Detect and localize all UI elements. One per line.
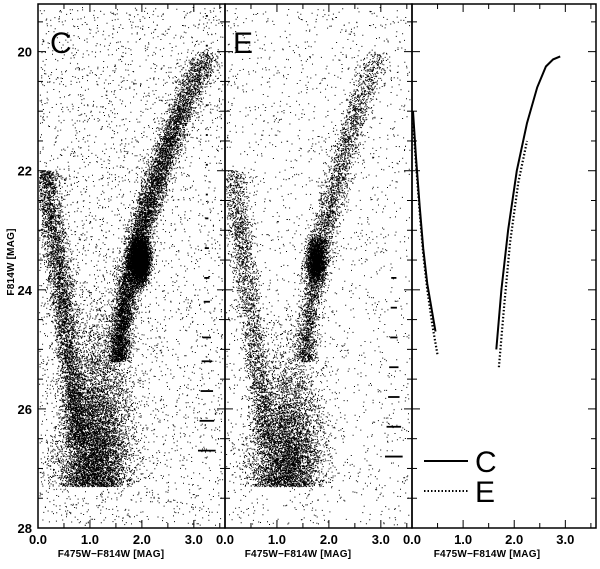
x-tick-label-panel-e: 3.0 [372,532,390,547]
x-tick-label-panel-c: 0.0 [29,532,47,547]
series-line-c [412,111,437,332]
legend-label-c: C [475,446,497,479]
y-tick-label: 20 [18,45,32,60]
x-tick-label-panel-lines: 2.0 [505,532,523,547]
panel-label-c: C [50,27,72,60]
x-tick-label-panel-lines: 1.0 [454,532,472,547]
x-tick-label-panel-e: 2.0 [320,532,338,547]
x-axis-label-panel-c: F475W−F814W [MAG] [58,549,164,560]
x-tick-label-panel-c: 3.0 [185,532,203,547]
chart-marks: 0.0 1.0 2.0 3.0 0.0 1.0 2.0 3.0 0.0 1.0 2.0 3.0 20 22… [18,3,597,547]
panel-frame-lines [411,3,597,529]
x-tick-label-panel-c: 1.0 [81,532,99,547]
x-tick-label-panel-c: 2.0 [133,532,151,547]
y-axis-label: F814W [MAG] [6,228,17,295]
x-tick-label-panel-lines: 0.0 [403,532,421,547]
series-line-c [495,55,561,350]
x-tick-label-panel-lines: 3.0 [556,532,574,547]
y-tick-label: 26 [18,402,32,417]
scatter-points-panel-e [226,7,411,526]
scatter-layer [39,7,411,526]
y-tick-label: 22 [18,164,32,179]
series-line-e [411,123,439,356]
x-axis-label-panel-e: F475W−F814W [MAG] [245,549,351,560]
x-axis-label-panel-lines: F475W−F814W [MAG] [434,549,540,560]
panel-label-e: E [233,27,253,60]
y-tick-label: 24 [18,283,33,298]
legend-label-e: E [475,476,495,509]
x-tick-label-panel-e: 0.0 [216,532,234,547]
legend: C E [424,446,497,509]
series-line-e [497,140,529,368]
x-tick-label-panel-e: 1.0 [268,532,286,547]
y-tick-label: 28 [18,521,32,536]
scatter-points-panel-c [39,7,224,526]
